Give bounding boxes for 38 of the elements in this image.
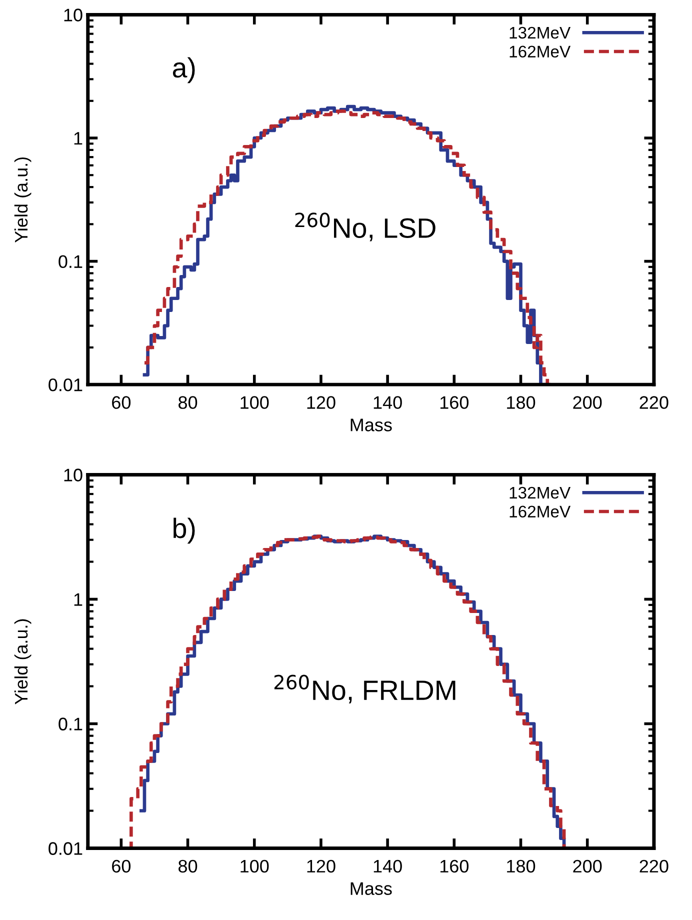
annotation: $^{260}$No, FRLDM bbox=[274, 674, 456, 704]
y-tick-label: 10 bbox=[64, 8, 82, 22]
x-tick-label: 120 bbox=[307, 396, 336, 409]
x-tick-label: 220 bbox=[640, 860, 668, 873]
x-tick-label: 220 bbox=[640, 396, 668, 409]
y-tick-label: 0.1 bbox=[58, 255, 82, 268]
annotation: a) bbox=[172, 57, 195, 84]
x-tick-label: 160 bbox=[440, 860, 469, 873]
legend-label: 162MeV bbox=[510, 46, 571, 58]
y-tick-label: 1 bbox=[74, 132, 82, 145]
y-tick-label: 1 bbox=[74, 593, 82, 606]
x-tick-label: 140 bbox=[374, 860, 402, 873]
x-tick-label: 180 bbox=[507, 396, 536, 409]
x-tick-label: 120 bbox=[307, 860, 336, 873]
x-tick-label: 200 bbox=[573, 396, 602, 409]
legend-label: 162MeV bbox=[510, 506, 571, 518]
x-tick-label: 100 bbox=[240, 860, 269, 873]
legend-label: 132MeV bbox=[510, 486, 571, 499]
x-tick-label: 80 bbox=[178, 396, 198, 409]
y-axis-title: Yield (a.u.) bbox=[14, 157, 32, 243]
x-tick-label: 200 bbox=[573, 860, 602, 873]
x-axis-title: Mass bbox=[350, 418, 392, 432]
y-tick-label: 10 bbox=[64, 468, 82, 482]
x-tick-label: 100 bbox=[240, 396, 269, 409]
annotation: b) bbox=[174, 518, 195, 544]
x-tick-label: 160 bbox=[440, 396, 469, 409]
x-tick-label: 140 bbox=[374, 396, 402, 409]
x-tick-label: 180 bbox=[507, 860, 536, 873]
legend-label: 132MeV bbox=[510, 26, 571, 39]
x-tick-label: 60 bbox=[112, 396, 131, 409]
y-tick-label: 0.01 bbox=[48, 378, 82, 392]
x-tick-label: 60 bbox=[112, 860, 131, 873]
y-tick-label: 0.01 bbox=[48, 842, 82, 855]
y-axis-title: Yield (a.u.) bbox=[14, 619, 32, 704]
x-axis-title: Mass bbox=[350, 882, 392, 895]
y-tick-label: 0.1 bbox=[58, 718, 82, 730]
annotation: $^{260}$No, LSD bbox=[295, 212, 436, 242]
x-tick-label: 80 bbox=[178, 860, 198, 873]
